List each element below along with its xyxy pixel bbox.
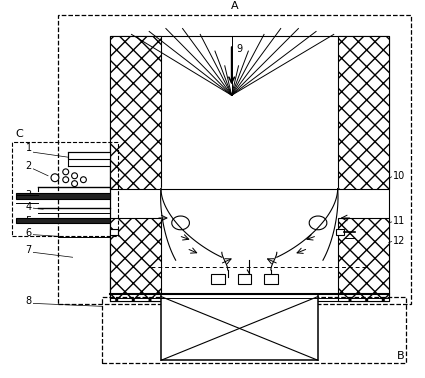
- Circle shape: [72, 181, 77, 187]
- Text: 11: 11: [393, 216, 405, 226]
- Text: 8: 8: [26, 296, 31, 307]
- Bar: [110, 218, 161, 301]
- Text: 2: 2: [26, 161, 32, 171]
- Bar: [102, 296, 406, 363]
- Bar: [336, 229, 343, 235]
- Text: 3: 3: [26, 191, 31, 200]
- Text: A: A: [231, 1, 238, 11]
- Text: 7: 7: [26, 245, 32, 256]
- Text: 9: 9: [237, 44, 243, 54]
- Bar: [16, 194, 110, 199]
- Text: 1: 1: [26, 143, 31, 153]
- Text: 5: 5: [26, 216, 32, 226]
- Bar: [238, 274, 251, 284]
- Bar: [211, 274, 225, 284]
- Bar: [264, 274, 278, 284]
- Circle shape: [63, 169, 69, 175]
- Circle shape: [51, 174, 59, 182]
- Circle shape: [72, 173, 77, 179]
- Polygon shape: [161, 189, 338, 260]
- Bar: [12, 143, 118, 235]
- Bar: [110, 36, 161, 189]
- Text: 6: 6: [26, 228, 31, 238]
- Bar: [58, 15, 411, 304]
- Bar: [338, 218, 389, 301]
- Text: B: B: [397, 351, 405, 361]
- Circle shape: [80, 177, 86, 183]
- Bar: [338, 36, 389, 189]
- Circle shape: [63, 177, 69, 183]
- Text: 12: 12: [393, 235, 405, 246]
- Bar: [110, 36, 389, 301]
- Bar: [68, 152, 110, 159]
- Text: 10: 10: [393, 171, 405, 181]
- Bar: [110, 229, 118, 235]
- Bar: [16, 218, 110, 223]
- Text: C: C: [16, 129, 23, 139]
- Bar: [161, 294, 318, 360]
- Text: 4: 4: [26, 202, 31, 212]
